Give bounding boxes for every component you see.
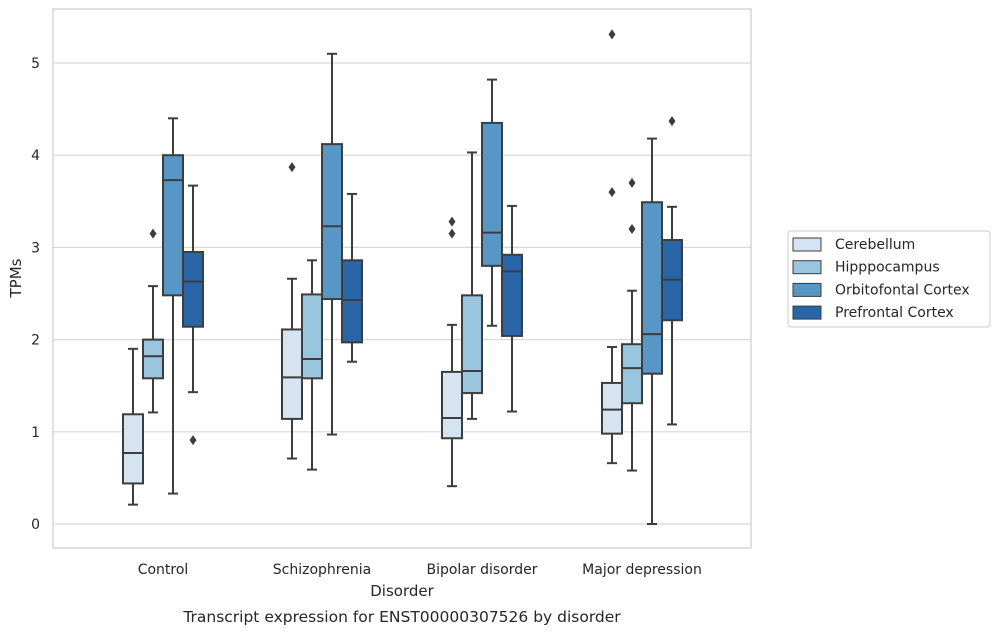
box-body bbox=[301, 293, 323, 380]
y-tick-label: 3 bbox=[31, 240, 40, 256]
legend-label: Prefrontal Cortex bbox=[835, 305, 954, 321]
box bbox=[501, 204, 523, 413]
series-orbitofontal-cortex bbox=[162, 52, 663, 525]
outlier-point bbox=[668, 116, 676, 127]
outlier-point bbox=[288, 162, 296, 173]
x-tick-label: Major depression bbox=[582, 562, 702, 578]
box-body bbox=[441, 370, 463, 440]
legend-label: Orbitofontal Cortex bbox=[835, 282, 970, 298]
y-tick-label: 1 bbox=[31, 425, 40, 441]
box bbox=[601, 29, 623, 465]
legend-label: Hipppocampus bbox=[835, 260, 940, 276]
box-body bbox=[641, 201, 663, 375]
plot-frame bbox=[52, 8, 752, 549]
series-cerebellum bbox=[122, 29, 623, 506]
box bbox=[182, 184, 204, 446]
legend: Cerebellum Hipppocampus Orbitofontal Corte… bbox=[787, 230, 991, 328]
box-body bbox=[281, 328, 303, 420]
box bbox=[441, 216, 463, 488]
legend-swatch bbox=[792, 282, 822, 297]
x-tick-label: Control bbox=[138, 562, 189, 578]
outlier-point bbox=[189, 435, 197, 446]
box-body bbox=[162, 154, 184, 297]
chart-caption: Transcript expression for ENST0000030752… bbox=[182, 608, 621, 626]
box-body bbox=[341, 259, 363, 344]
box-body bbox=[461, 294, 483, 395]
box bbox=[301, 259, 323, 471]
outlier-point bbox=[628, 177, 636, 188]
box bbox=[321, 52, 343, 436]
x-tick-label: Bipolar disorder bbox=[426, 562, 537, 578]
box bbox=[461, 151, 483, 420]
x-tick-label: Schizophrenia bbox=[273, 562, 371, 578]
box bbox=[142, 228, 164, 414]
legend-swatch bbox=[792, 260, 822, 275]
y-tick-label: 0 bbox=[31, 517, 40, 533]
y-tick-label: 5 bbox=[31, 56, 40, 72]
outlier-point bbox=[149, 228, 157, 239]
box-body bbox=[481, 121, 503, 267]
outlier-point bbox=[608, 187, 616, 198]
legend-swatch bbox=[792, 305, 822, 320]
box-body bbox=[142, 338, 164, 380]
outlier-point bbox=[628, 223, 636, 234]
box bbox=[122, 347, 144, 506]
legend-frame bbox=[787, 230, 991, 328]
box-body bbox=[321, 143, 343, 301]
outlier-point bbox=[448, 228, 456, 239]
y-axis-title: TPMs bbox=[7, 258, 25, 298]
x-axis-ticks: Control Schizophrenia Bipolar disorder Majo… bbox=[138, 562, 702, 578]
box bbox=[341, 192, 363, 363]
box bbox=[162, 117, 184, 495]
outlier-point bbox=[448, 216, 456, 227]
box bbox=[281, 162, 303, 460]
box-body bbox=[601, 381, 623, 435]
series-hipppocampus bbox=[142, 151, 643, 472]
box bbox=[621, 177, 643, 472]
box-body bbox=[182, 251, 204, 328]
y-tick-label: 4 bbox=[31, 148, 40, 164]
box-body bbox=[122, 413, 144, 485]
box-series bbox=[122, 29, 683, 525]
box bbox=[641, 137, 663, 525]
box bbox=[661, 116, 683, 426]
legend-label: Cerebellum bbox=[835, 237, 915, 253]
x-axis-title: Disorder bbox=[370, 582, 434, 600]
legend-swatch bbox=[792, 237, 822, 252]
y-tick-label: 2 bbox=[31, 333, 40, 349]
box-body bbox=[621, 343, 643, 405]
outlier-point bbox=[608, 29, 616, 40]
series-prefrontal-cortex bbox=[182, 116, 683, 446]
y-axis-ticks: 0 1 2 3 4 5 bbox=[31, 56, 40, 533]
box bbox=[481, 78, 503, 327]
box-body bbox=[501, 253, 523, 337]
